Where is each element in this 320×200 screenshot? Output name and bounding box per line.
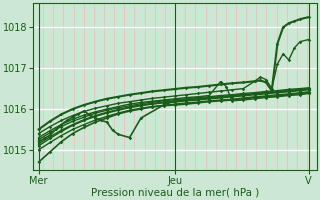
- X-axis label: Pression niveau de la mer( hPa ): Pression niveau de la mer( hPa ): [91, 187, 259, 197]
